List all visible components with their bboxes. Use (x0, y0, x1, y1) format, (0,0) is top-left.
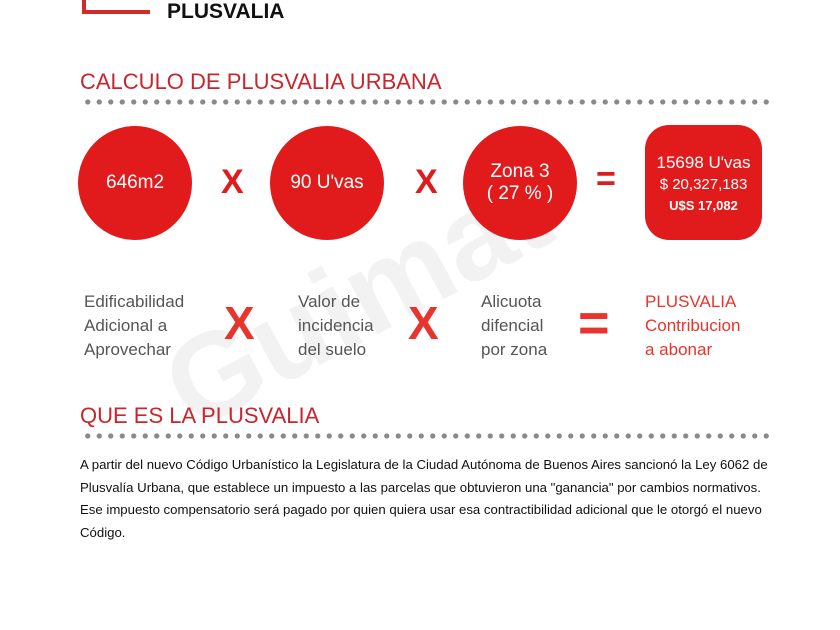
dotted-divider (82, 99, 772, 105)
zone-name: Zona 3 (490, 161, 550, 182)
times-sign: X (415, 163, 438, 201)
label-result: PLUSVALIA Contribucion a abonar (645, 292, 741, 359)
page-title: PLUSVALIA (167, 0, 285, 23)
label-area: Edificabilidad Adicional a Aprovechar (84, 292, 185, 359)
label-zone: Alicuota difencial por zona (481, 292, 548, 359)
result-uvas: 15698 U'vas (656, 152, 751, 172)
result-usd: U$S 17,082 (669, 197, 738, 213)
area-value: 646m2 (105, 172, 165, 193)
result-box: 15698 U'vas $ 20,327,183 U$S 17,082 (645, 125, 762, 240)
result-pesos: $ 20,327,183 (659, 175, 748, 193)
info-heading: QUE ES LA PLUSVALIA (80, 403, 320, 428)
times-sign-large: X (224, 297, 255, 349)
equals-sign: = (596, 160, 616, 198)
incidence-circle: 90 U'vas (270, 126, 384, 240)
times-sign: X (221, 163, 244, 201)
info-paragraph: A partir del nuevo Código Urbanístico la… (80, 457, 768, 540)
zone-circle: Zona 3( 27 % ) (463, 126, 577, 240)
times-sign-large: X (408, 297, 439, 349)
calc-heading: CALCULO DE PLUSVALIA URBANA (80, 69, 442, 94)
equals-sign-large: = (578, 293, 610, 353)
dotted-divider (82, 433, 772, 439)
zone-percent: ( 27 % ) (486, 183, 554, 204)
area-circle: 646m2 (78, 126, 192, 240)
logo-bracket (82, 0, 150, 14)
label-incidence: Valor de incidencia del suelo (298, 292, 374, 359)
incidence-value: 90 U'vas (290, 172, 364, 193)
